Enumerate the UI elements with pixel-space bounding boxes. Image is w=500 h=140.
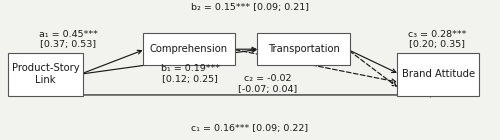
- FancyBboxPatch shape: [143, 33, 235, 65]
- Text: Transportation: Transportation: [268, 44, 340, 54]
- Text: c₃ = 0.28***
[0.20; 0.35]: c₃ = 0.28*** [0.20; 0.35]: [408, 30, 466, 49]
- Text: Comprehension: Comprehension: [150, 44, 228, 54]
- FancyBboxPatch shape: [258, 33, 350, 65]
- Text: c₁ = 0.16*** [0.09; 0.22]: c₁ = 0.16*** [0.09; 0.22]: [192, 124, 308, 133]
- Text: b₂ = 0.15*** [0.09; 0.21]: b₂ = 0.15*** [0.09; 0.21]: [191, 3, 309, 12]
- Text: Brand Attitude: Brand Attitude: [402, 69, 475, 79]
- Text: Product-Story
Link: Product-Story Link: [12, 63, 80, 85]
- Text: c₂ = -0.02
[-0.07; 0.04]: c₂ = -0.02 [-0.07; 0.04]: [238, 74, 297, 94]
- Text: b₁ = 0.19***
[0.12; 0.25]: b₁ = 0.19*** [0.12; 0.25]: [160, 64, 220, 84]
- FancyBboxPatch shape: [397, 53, 479, 96]
- FancyBboxPatch shape: [8, 53, 83, 96]
- Text: a₁ = 0.45***
[0.37; 0.53]: a₁ = 0.45*** [0.37; 0.53]: [38, 30, 98, 49]
